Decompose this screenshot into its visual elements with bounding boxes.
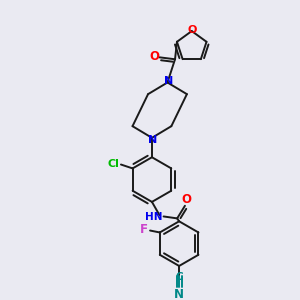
Text: O: O	[187, 25, 196, 35]
Text: N: N	[148, 135, 158, 145]
Text: C: C	[175, 272, 183, 282]
Text: N: N	[174, 288, 184, 300]
Text: O: O	[150, 50, 160, 63]
Text: Cl: Cl	[107, 159, 119, 169]
Text: HN: HN	[145, 212, 163, 222]
Text: O: O	[181, 194, 191, 206]
Text: F: F	[140, 223, 148, 236]
Text: N: N	[164, 76, 173, 85]
